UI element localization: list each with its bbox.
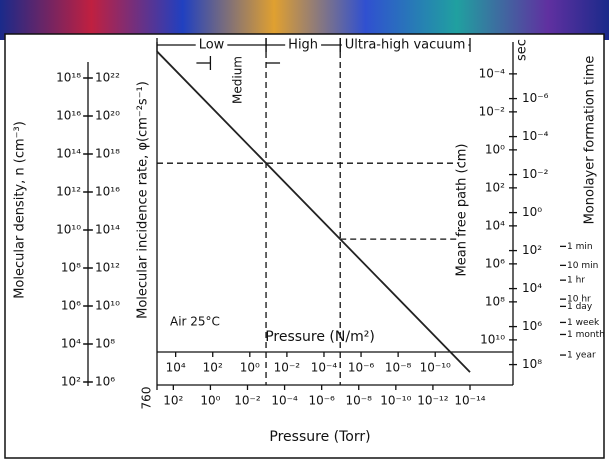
y-tick-label: 10⁶ — [95, 375, 115, 389]
y-tick-label: 10¹⁸ — [95, 147, 120, 161]
y-tick-label: 10⁴ — [61, 337, 81, 351]
y-tick-label: 10⁴ — [522, 281, 542, 295]
y-tick-label: 10¹⁴ — [95, 223, 120, 237]
x-tick-label: 10⁻² — [234, 394, 261, 408]
x-tick-label: 10⁻¹⁰ — [380, 394, 411, 408]
x2-tick-label: 10⁻⁴ — [311, 361, 338, 375]
x-tick-label: 10⁻¹⁴ — [454, 394, 485, 408]
y-tick-label: 10⁴ — [485, 218, 505, 232]
y-tick-label: 10¹⁶ — [56, 109, 81, 123]
y-tick-label: 10⁸ — [522, 357, 542, 371]
y-tick-label: 10¹⁴ — [56, 147, 81, 161]
y-tick-label: 10⁻⁴ — [522, 129, 549, 143]
y-tick-label: 10⁶ — [61, 299, 81, 313]
y-tick-label: 10¹⁰ — [95, 299, 120, 313]
y-tick-label: 10²² — [95, 71, 120, 85]
named-tick-label: 10 min — [567, 261, 598, 271]
x-tick-label: 10⁻⁸ — [346, 394, 373, 408]
regime-label: Low — [199, 38, 225, 53]
y-tick-label: 10⁸ — [61, 261, 81, 275]
y-tick-label: 10¹⁶ — [95, 185, 120, 199]
y-tick-label: 10⁶ — [522, 319, 542, 333]
y-axis-title: Monolayer formation time — [583, 56, 598, 225]
y-tick-label: 10⁻⁴ — [479, 66, 506, 80]
y-tick-label: 10² — [485, 180, 505, 194]
y-tick-label: 10⁰ — [522, 205, 542, 219]
y-tick-label: 10⁶ — [485, 256, 505, 270]
y-tick-label: 10² — [522, 243, 542, 257]
regime-label: Medium — [231, 56, 245, 104]
x-tick-label: 10⁻⁴ — [271, 394, 298, 408]
x2-tick-label: 10⁻¹⁰ — [420, 361, 451, 375]
y-tick-label: 10¹² — [95, 261, 120, 275]
y-tick-label: 10¹⁰ — [480, 332, 505, 346]
y-tick-label: 10⁰ — [485, 142, 505, 156]
frame — [4, 33, 605, 459]
x-tick-label: 760 — [140, 387, 154, 410]
named-tick-label: 1 day — [567, 302, 593, 312]
regime-label: Ultra-high vacuum — [345, 38, 466, 53]
regime-label: High — [288, 38, 318, 53]
y-tick-label: 10¹⁸ — [56, 71, 81, 85]
x2-tick-label: 10⁰ — [240, 361, 260, 375]
named-tick-label: 1 hr — [567, 276, 585, 286]
y-tick-label: 10⁸ — [485, 294, 505, 308]
y-tick-label: 10² — [61, 375, 81, 389]
x2-tick-label: 10⁻² — [274, 361, 301, 375]
y-axis-unit: sec — [515, 39, 530, 61]
y-axis-title: Mean free path (cm) — [455, 144, 470, 277]
named-tick-label: 1 week — [567, 318, 600, 328]
x-tick-label: 10² — [163, 394, 183, 408]
y-tick-label: 10⁻² — [522, 167, 549, 181]
x-axis-title: Pressure (Torr) — [269, 429, 370, 445]
y-tick-label: 10⁻² — [479, 104, 506, 118]
y-axis-title: Molecular incidence rate, φ(cm⁻²s⁻¹) — [136, 81, 151, 319]
x-tick-label: 10⁻⁶ — [308, 394, 335, 408]
data-line — [156, 50, 471, 373]
annotation: Air 25°C — [170, 315, 220, 329]
x-tick-label: 10⁻¹² — [417, 394, 448, 408]
named-tick-label: 1 year — [567, 351, 596, 361]
x2-tick-label: 10⁴ — [166, 361, 186, 375]
y-tick-label: 10²⁰ — [95, 109, 120, 123]
named-tick-label: 10 hr — [567, 295, 591, 305]
y-tick-label: 10¹² — [56, 185, 81, 199]
x-tick-label: 10⁰ — [200, 394, 220, 408]
y-tick-label: 10⁸ — [95, 337, 115, 351]
x2-tick-label: 10⁻⁸ — [385, 361, 412, 375]
y-tick-label: 10¹⁰ — [56, 223, 81, 237]
x2-tick-label: 10⁻⁶ — [348, 361, 375, 375]
named-tick-label: 1 month — [567, 330, 605, 340]
y-axis-title: Molecular density, n (cm⁻³) — [13, 121, 28, 299]
x2-tick-label: 10² — [203, 361, 223, 375]
y-tick-label: 10⁻⁶ — [522, 91, 549, 105]
x2-axis-title: Pressure (N/m²) — [265, 329, 375, 345]
named-tick-label: 1 min — [567, 242, 593, 252]
